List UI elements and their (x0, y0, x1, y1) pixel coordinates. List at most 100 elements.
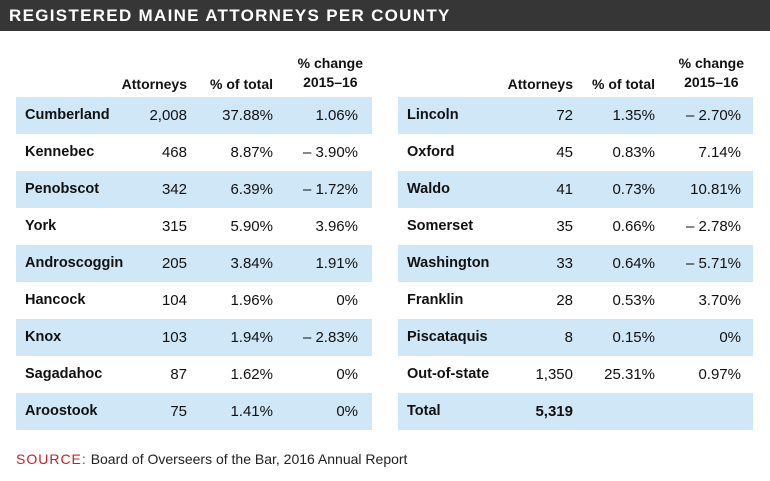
county-name: Aroostook (25, 403, 98, 419)
county-name: Franklin (407, 292, 464, 308)
pct-total-value: 25.31% (604, 366, 655, 383)
county-name: Waldo (407, 181, 450, 197)
table-title: REGISTERED MAINE ATTORNEYS PER COUNTY (9, 6, 451, 25)
header-pct-total: % of total (210, 76, 273, 92)
table-row: Cumberland 2,008 37.88% 1.06% (16, 97, 372, 134)
table-row: Sagadahoc 87 1.62% 0% (16, 356, 372, 393)
pct-change-value: – 2.78% (685, 218, 741, 235)
pct-change-value: 3.96% (315, 218, 358, 235)
right-table-header: Attorneys % of total % change 2015–16 (398, 31, 753, 97)
attorneys-value: 342 (161, 181, 187, 198)
pct-total-value: 0.73% (612, 181, 655, 198)
county-name: Knox (25, 329, 62, 345)
right-table-body: Lincoln 72 1.35% – 2.70% Oxford 45 0.83% 7.14% W… (398, 97, 753, 430)
attorneys-value: 35 (556, 218, 573, 235)
pct-change-value: 0% (336, 292, 358, 309)
table-row: Somerset 35 0.66% – 2.78% (398, 208, 753, 245)
table-row: Washington 33 0.64% – 5.71% (398, 245, 753, 282)
total-label: Total (407, 403, 441, 419)
attorneys-value: 28 (556, 292, 573, 309)
county-name: Washington (407, 255, 490, 271)
attorneys-value: 1,350 (535, 366, 573, 383)
attorneys-value: 2,008 (149, 107, 187, 124)
header-attorneys: Attorneys (507, 76, 573, 92)
attorneys-value: 87 (170, 366, 187, 383)
pct-change-value: – 3.90% (302, 144, 358, 161)
attorneys-value: 468 (161, 144, 187, 161)
attorneys-value: 75 (170, 403, 187, 420)
pct-total-value: 1.41% (230, 403, 273, 420)
table-row: Waldo 41 0.73% 10.81% (398, 171, 753, 208)
county-name: Penobscot (25, 181, 100, 197)
attorneys-value: 103 (161, 329, 187, 346)
attorneys-value: 41 (556, 181, 573, 198)
county-name: Out-of-state (407, 366, 490, 382)
pct-total-value: 1.96% (230, 292, 273, 309)
pct-total-value: 8.87% (230, 144, 273, 161)
header-pct-change-line2: 2015–16 (303, 74, 358, 90)
attorneys-value: 315 (161, 218, 187, 235)
attorneys-value: 45 (556, 144, 573, 161)
county-name: Piscataquis (407, 329, 488, 345)
pct-total-value: 6.39% (230, 181, 273, 198)
county-name: Sagadahoc (25, 366, 103, 382)
pct-change-value: 0% (719, 329, 741, 346)
left-table-body: Cumberland 2,008 37.88% 1.06% Kennebec 468 8.8… (16, 97, 372, 430)
total-attorneys-value: 5,319 (535, 403, 573, 420)
county-name: Lincoln (407, 107, 459, 123)
pct-total-value: 0.83% (612, 144, 655, 161)
header-attorneys: Attorneys (121, 76, 187, 92)
pct-total-value: 0.64% (612, 255, 655, 272)
pct-total-value: 1.94% (230, 329, 273, 346)
source-note: SOURCE: Board of Overseers of the Bar, 2… (16, 450, 407, 468)
total-row: Total 5,319 (398, 393, 753, 430)
county-name: Oxford (407, 144, 455, 160)
pct-total-value: 1.62% (230, 366, 273, 383)
source-label: SOURCE: (16, 451, 87, 467)
pct-change-value: – 2.83% (302, 329, 358, 346)
header-pct-change: % change 2015–16 (679, 54, 744, 92)
pct-total-value: 0.15% (612, 329, 655, 346)
pct-change-value: 10.81% (690, 181, 741, 198)
table-row: Knox 103 1.94% – 2.83% (16, 319, 372, 356)
attorneys-value: 8 (564, 329, 573, 346)
pct-change-value: – 1.72% (302, 181, 358, 198)
attorneys-value: 33 (556, 255, 573, 272)
pct-total-value: 5.90% (230, 218, 273, 235)
county-name: Kennebec (25, 144, 95, 160)
table-row: Oxford 45 0.83% 7.14% (398, 134, 753, 171)
pct-change-value: – 2.70% (685, 107, 741, 124)
pct-total-value: 0.66% (612, 218, 655, 235)
table-row: Kennebec 468 8.87% – 3.90% (16, 134, 372, 171)
header-pct-change: % change 2015–16 (298, 54, 363, 92)
pct-change-value: 3.70% (698, 292, 741, 309)
pct-change-value: 0% (336, 403, 358, 420)
table-row: Aroostook 75 1.41% 0% (16, 393, 372, 430)
table-row: Hancock 104 1.96% 0% (16, 282, 372, 319)
pct-change-value: 0.97% (698, 366, 741, 383)
table-row: Lincoln 72 1.35% – 2.70% (398, 97, 753, 134)
left-table-header: Attorneys % of total % change 2015–16 (16, 31, 372, 97)
attorneys-value: 104 (161, 292, 187, 309)
pct-total-value: 3.84% (230, 255, 273, 272)
header-pct-change-line1: % change (297, 55, 363, 71)
pct-total-value: 37.88% (222, 107, 273, 124)
table-row: Androscoggin 205 3.84% 1.91% (16, 245, 372, 282)
pct-change-value: 1.91% (315, 255, 358, 272)
table-row: Out-of-state 1,350 25.31% 0.97% (398, 356, 753, 393)
county-name: Cumberland (25, 107, 110, 123)
table-row: Penobscot 342 6.39% – 1.72% (16, 171, 372, 208)
header-pct-total: % of total (592, 76, 655, 92)
pct-change-value: 0% (336, 366, 358, 383)
attorneys-value: 72 (556, 107, 573, 124)
table-row: Piscataquis 8 0.15% 0% (398, 319, 753, 356)
county-name: Androscoggin (25, 255, 124, 271)
header-pct-change-line1: % change (678, 55, 744, 71)
county-name: Somerset (407, 218, 474, 234)
attorneys-value: 205 (161, 255, 187, 272)
county-name: Hancock (25, 292, 86, 308)
header-pct-change-line2: 2015–16 (684, 74, 739, 90)
source-text: Board of Overseers of the Bar, 2016 Annu… (90, 451, 408, 467)
pct-total-value: 0.53% (612, 292, 655, 309)
county-name: York (25, 218, 57, 234)
